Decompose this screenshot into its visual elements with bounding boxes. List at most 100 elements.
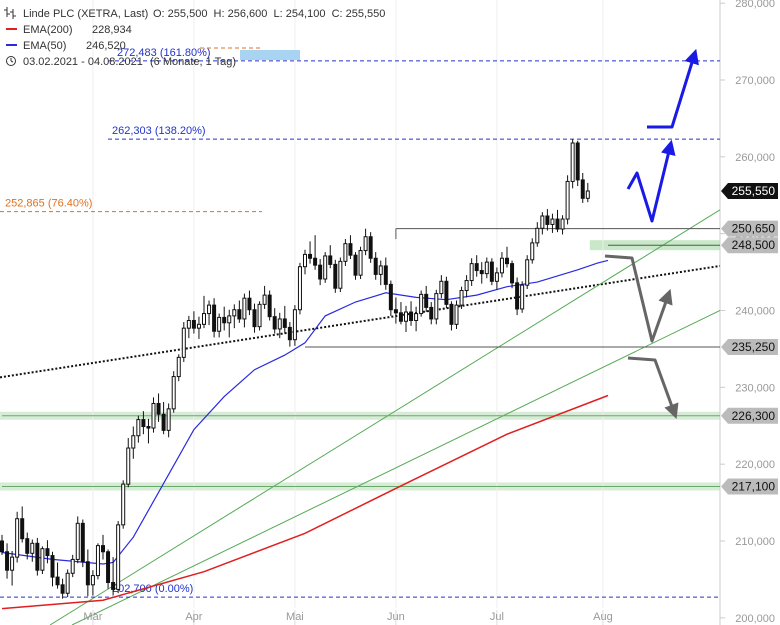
candle-body [121,483,126,526]
candle [459,286,464,309]
candle [207,300,212,326]
candle [45,540,50,564]
candle [499,252,504,278]
candle-body [454,304,459,325]
candle-body [151,402,156,429]
candle [50,551,55,587]
candle [469,258,474,286]
candle [232,304,237,329]
price-tag-label: 248,500 [732,238,776,252]
candle-body [75,522,80,560]
candle-body [469,263,474,282]
candle [202,295,206,329]
candle [373,252,378,280]
candle [176,354,181,382]
candle-body [20,518,25,540]
candle-body [434,293,439,320]
price-tag-shape [721,183,778,200]
y-tick-label: 260,000 [735,152,775,164]
level-price-tag: 226,300 [721,407,778,424]
candle-body [368,236,373,259]
candle-body [196,323,201,329]
candle-body [474,263,479,272]
candle [515,277,520,316]
candle-body [90,575,95,586]
price-tag-label: 250,650 [732,222,776,236]
candlesticks [0,139,590,599]
y-tick-label: 210,000 [735,536,775,548]
candle [171,371,176,413]
candle [378,260,383,286]
moving-averages [1,259,609,610]
candle-body [237,309,242,320]
candle-body [5,551,10,571]
candle-body [50,555,55,578]
candle-body [424,293,429,308]
candle [90,570,95,596]
candle-body [272,316,277,330]
candle-body [232,309,237,317]
bearish-projection-arrow [604,254,673,343]
candle-body [30,542,35,554]
candle-body [166,408,171,431]
candle-body [287,326,292,341]
candle-body [565,180,570,220]
candle [136,415,141,443]
candle [429,302,434,325]
price-tag-shape [721,220,778,237]
y-tick-label: 240,000 [735,306,775,318]
candle-body [545,215,550,225]
candle [510,260,515,289]
candle [60,578,65,599]
candle [484,257,489,279]
candle-body [429,306,434,320]
candle-body [171,376,176,410]
fib-label: 262,303 (138.20%) [112,125,206,137]
candle [303,249,307,275]
candle [181,322,186,362]
candle-body [343,243,348,262]
candle [363,228,368,256]
candle-body [393,309,398,314]
level-price-tag: 248,500 [721,237,778,254]
candle-body [15,518,20,558]
candle [191,311,196,334]
candle-body [449,303,454,325]
candle-body [222,316,227,324]
candle-body [328,255,333,265]
fib-highlight [240,50,300,60]
candle [414,306,419,332]
candle-body [525,259,530,286]
candle [368,232,373,263]
candle [141,411,146,435]
support-zones [0,240,720,491]
candle-body [439,280,444,295]
x-tick-label: Apr [185,611,202,623]
x-tick-label: Jul [490,611,504,623]
y-tick-label: 230,000 [735,382,775,394]
candle [318,259,323,286]
candle-body [186,319,191,329]
candle [126,438,131,488]
y-tick-label: 270,000 [735,75,775,87]
candle-body [111,581,116,590]
candle-body [398,312,403,322]
candle-body [95,545,100,577]
candle-body [338,260,343,289]
candle [116,521,121,594]
candle [20,506,25,543]
candle-body [181,327,186,358]
candle [277,312,282,339]
candle-body [464,280,469,292]
candle [575,140,580,187]
bearish-target-arrow [627,356,679,420]
candle-body [520,284,525,310]
candle [25,532,30,560]
x-tick-label: Mai [286,611,304,623]
candle-body [141,419,146,428]
candle-body [323,255,328,280]
candle [434,289,439,325]
projection-arrows [604,48,699,420]
candle-body [409,311,414,321]
